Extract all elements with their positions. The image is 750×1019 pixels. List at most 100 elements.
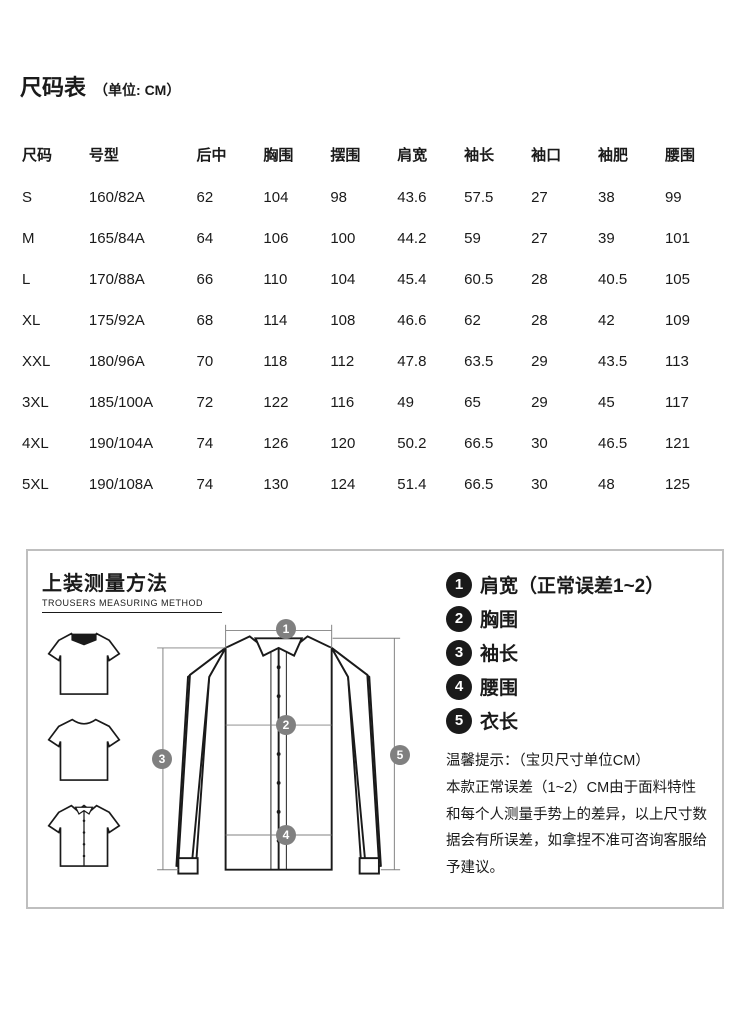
legend-num-icon: 2 (446, 606, 472, 632)
table-cell: 62 (462, 300, 529, 341)
measure-left: 上装测量方法 TROUSERS MEASURING METHOD (42, 567, 434, 889)
table-cell: 124 (328, 464, 395, 505)
long-shirt-icon (134, 619, 423, 889)
table-cell: 70 (194, 341, 261, 382)
page-title: 尺码表 (20, 70, 86, 102)
table-cell: 47.8 (395, 341, 462, 382)
table-cell: 46.6 (395, 300, 462, 341)
legend-item: 4 腰围 (446, 673, 708, 700)
table-body: S160/82A621049843.657.5273899M165/84A641… (20, 177, 730, 505)
table-cell: 190/108A (87, 464, 195, 505)
legend-label: 袖长 (480, 639, 518, 666)
table-cell: 44.2 (395, 218, 462, 259)
tips-body: 本款正常误差（1~2）CM由于面料特性和每个人测量手势上的差异，以上尺寸数据会有… (446, 780, 707, 876)
table-cell: 29 (529, 382, 596, 423)
tips-title: 温馨提示：（宝贝尺寸单位CM） (446, 753, 650, 769)
table-cell: 117 (663, 382, 730, 423)
table-cell: 43.6 (395, 177, 462, 218)
table-cell: 3XL (20, 382, 87, 423)
col-header: 袖长 (462, 132, 529, 177)
table-row: 4XL190/104A7412612050.266.53046.5121 (20, 423, 730, 464)
table-cell: 113 (663, 341, 730, 382)
legend-label: 腰围 (480, 673, 518, 700)
thumbnail-column (42, 625, 126, 889)
col-header: 号型 (87, 132, 195, 177)
table-cell: 62 (194, 177, 261, 218)
table-cell: 185/100A (87, 382, 195, 423)
table-cell: 27 (529, 218, 596, 259)
table-cell: 51.4 (395, 464, 462, 505)
title-row: 尺码表 （单位: CM） (20, 70, 730, 102)
table-cell: 114 (261, 300, 328, 341)
table-cell: 116 (328, 382, 395, 423)
col-header: 胸围 (261, 132, 328, 177)
table-cell: 49 (395, 382, 462, 423)
legend-num-icon: 1 (446, 572, 472, 598)
tshirt-icon (42, 711, 126, 787)
tips-block: 温馨提示：（宝贝尺寸单位CM） 本款正常误差（1~2）CM由于面料特性和每个人测… (446, 748, 708, 882)
measure-title: 上装测量方法 (42, 567, 423, 596)
table-row: L170/88A6611010445.460.52840.5105 (20, 259, 730, 300)
col-header: 袖口 (529, 132, 596, 177)
table-cell: 126 (261, 423, 328, 464)
legend-item: 3 袖长 (446, 639, 708, 666)
title-unit: （单位: CM） (94, 80, 180, 100)
legend-label: 肩宽（正常误差1~2） (480, 571, 664, 598)
table-cell: 99 (663, 177, 730, 218)
table-row: S160/82A621049843.657.5273899 (20, 177, 730, 218)
table-cell: 160/82A (87, 177, 195, 218)
legend-num-icon: 5 (446, 708, 472, 734)
col-header: 尺码 (20, 132, 87, 177)
polo-shirt-icon (42, 625, 126, 701)
table-cell: 5XL (20, 464, 87, 505)
table-cell: 110 (261, 259, 328, 300)
table-cell: 63.5 (462, 341, 529, 382)
table-cell: 105 (663, 259, 730, 300)
table-cell: 4XL (20, 423, 87, 464)
table-cell: M (20, 218, 87, 259)
table-cell: 38 (596, 177, 663, 218)
col-header: 肩宽 (395, 132, 462, 177)
table-cell: 30 (529, 464, 596, 505)
table-cell: 104 (261, 177, 328, 218)
table-cell: 101 (663, 218, 730, 259)
col-header: 后中 (194, 132, 261, 177)
table-cell: 30 (529, 423, 596, 464)
table-cell: 108 (328, 300, 395, 341)
table-cell: 72 (194, 382, 261, 423)
measure-box: 上装测量方法 TROUSERS MEASURING METHOD (26, 549, 724, 909)
table-cell: 27 (529, 177, 596, 218)
table-cell: 50.2 (395, 423, 462, 464)
size-table: 尺码 号型 后中 胸围 摆围 肩宽 袖长 袖口 袖肥 腰围 S160/82A62… (20, 132, 730, 505)
table-cell: 39 (596, 218, 663, 259)
legend-num-icon: 3 (446, 640, 472, 666)
table-cell: 120 (328, 423, 395, 464)
table-cell: 28 (529, 300, 596, 341)
legend-label: 胸围 (480, 605, 518, 632)
table-cell: 106 (261, 218, 328, 259)
table-cell: 130 (261, 464, 328, 505)
legend-label: 衣长 (480, 707, 518, 734)
table-cell: 125 (663, 464, 730, 505)
table-cell: 122 (261, 382, 328, 423)
table-cell: 48 (596, 464, 663, 505)
diagram-num-4: 4 (276, 825, 296, 845)
measure-right: 1 肩宽（正常误差1~2） 2 胸围 3 袖长 4 腰围 5 衣长 (446, 567, 708, 889)
table-cell: 46.5 (596, 423, 663, 464)
table-cell: 64 (194, 218, 261, 259)
table-cell: 100 (328, 218, 395, 259)
legend-list: 1 肩宽（正常误差1~2） 2 胸围 3 袖长 4 腰围 5 衣长 (446, 571, 708, 734)
diagram-num-1: 1 (276, 619, 296, 639)
table-cell: 175/92A (87, 300, 195, 341)
table-cell: 40.5 (596, 259, 663, 300)
table-cell: 65 (462, 382, 529, 423)
page: 尺码表 （单位: CM） 尺码 号型 后中 胸围 摆围 肩宽 袖长 袖口 袖肥 … (0, 0, 750, 929)
table-cell: 180/96A (87, 341, 195, 382)
table-cell: XL (20, 300, 87, 341)
legend-item: 1 肩宽（正常误差1~2） (446, 571, 708, 598)
diagram-num-2: 2 (276, 715, 296, 735)
table-row: M165/84A6410610044.2592739101 (20, 218, 730, 259)
table-cell: XXL (20, 341, 87, 382)
main-shirt-diagram: 1 2 3 4 5 (134, 619, 423, 889)
table-row: XXL180/96A7011811247.863.52943.5113 (20, 341, 730, 382)
